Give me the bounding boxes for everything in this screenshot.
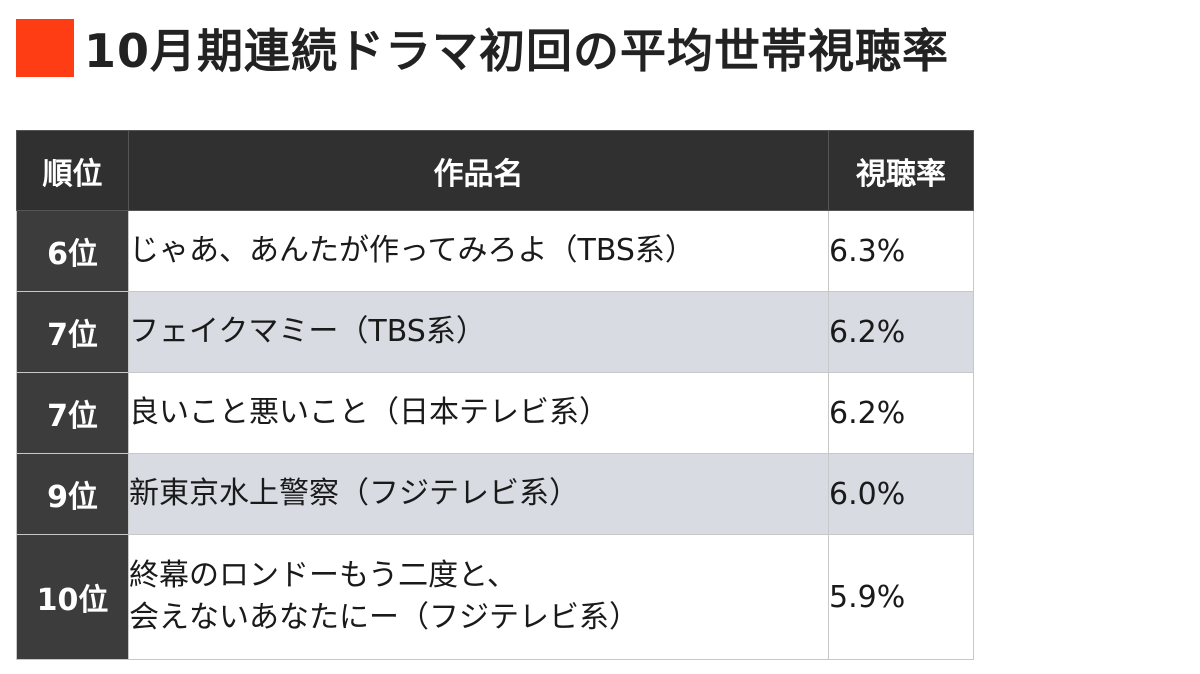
title-marker-square (16, 19, 74, 77)
title-cell: 新東京水上警察（フジテレビ系） (128, 453, 829, 535)
rating-cell: 6.3% (828, 210, 974, 292)
table-header-row: 順位 作品名 視聴率 (16, 130, 974, 211)
header-rating: 視聴率 (828, 130, 974, 211)
title-cell: 終幕のロンドーもう二度と、 会えないあなたにー（フジテレビ系） (128, 534, 829, 660)
table-row: 10位 終幕のロンドーもう二度と、 会えないあなたにー（フジテレビ系） 5.9% (16, 534, 974, 660)
rating-cell: 5.9% (828, 534, 974, 660)
rank-cell: 6位 (16, 210, 129, 292)
title-cell: フェイクマミー（TBS系） (128, 291, 829, 373)
title-row: 10月期連続ドラマ初回の平均世帯視聴率 (16, 16, 949, 80)
rating-cell: 6.0% (828, 453, 974, 535)
header-rank: 順位 (16, 130, 129, 211)
rating-cell: 6.2% (828, 372, 974, 454)
rating-cell: 6.2% (828, 291, 974, 373)
title-text: じゃあ、あんたが作ってみろよ（TBS系） (129, 233, 695, 268)
title-cell: じゃあ、あんたが作ってみろよ（TBS系） (128, 210, 829, 292)
rank-cell: 7位 (16, 372, 129, 454)
title-cell: 良いこと悪いこと（日本テレビ系） (128, 372, 829, 454)
rank-cell: 7位 (16, 291, 129, 373)
header-title: 作品名 (128, 130, 829, 211)
title-text: 良いこと悪いこと（日本テレビ系） (129, 395, 609, 430)
title-text: フェイクマミー（TBS系） (129, 314, 486, 349)
title-text: 新東京水上警察（フジテレビ系） (129, 476, 579, 511)
table-row: 7位 フェイクマミー（TBS系） 6.2% (16, 291, 974, 373)
page-title: 10月期連続ドラマ初回の平均世帯視聴率 (84, 24, 950, 78)
title-text-line-1: 終幕のロンドーもう二度と、 (129, 558, 517, 593)
table-row: 6位 じゃあ、あんたが作ってみろよ（TBS系） 6.3% (16, 210, 974, 292)
rank-cell: 9位 (16, 453, 129, 535)
table-row: 7位 良いこと悪いこと（日本テレビ系） 6.2% (16, 372, 974, 454)
title-text-line-2: 会えないあなたにー（フジテレビ系） (129, 600, 639, 635)
table-row: 9位 新東京水上警察（フジテレビ系） 6.0% (16, 453, 974, 535)
rank-cell: 10位 (16, 534, 129, 660)
ratings-table: 順位 作品名 視聴率 6位 じゃあ、あんたが作ってみろよ（TBS系） 6.3% … (16, 130, 974, 660)
